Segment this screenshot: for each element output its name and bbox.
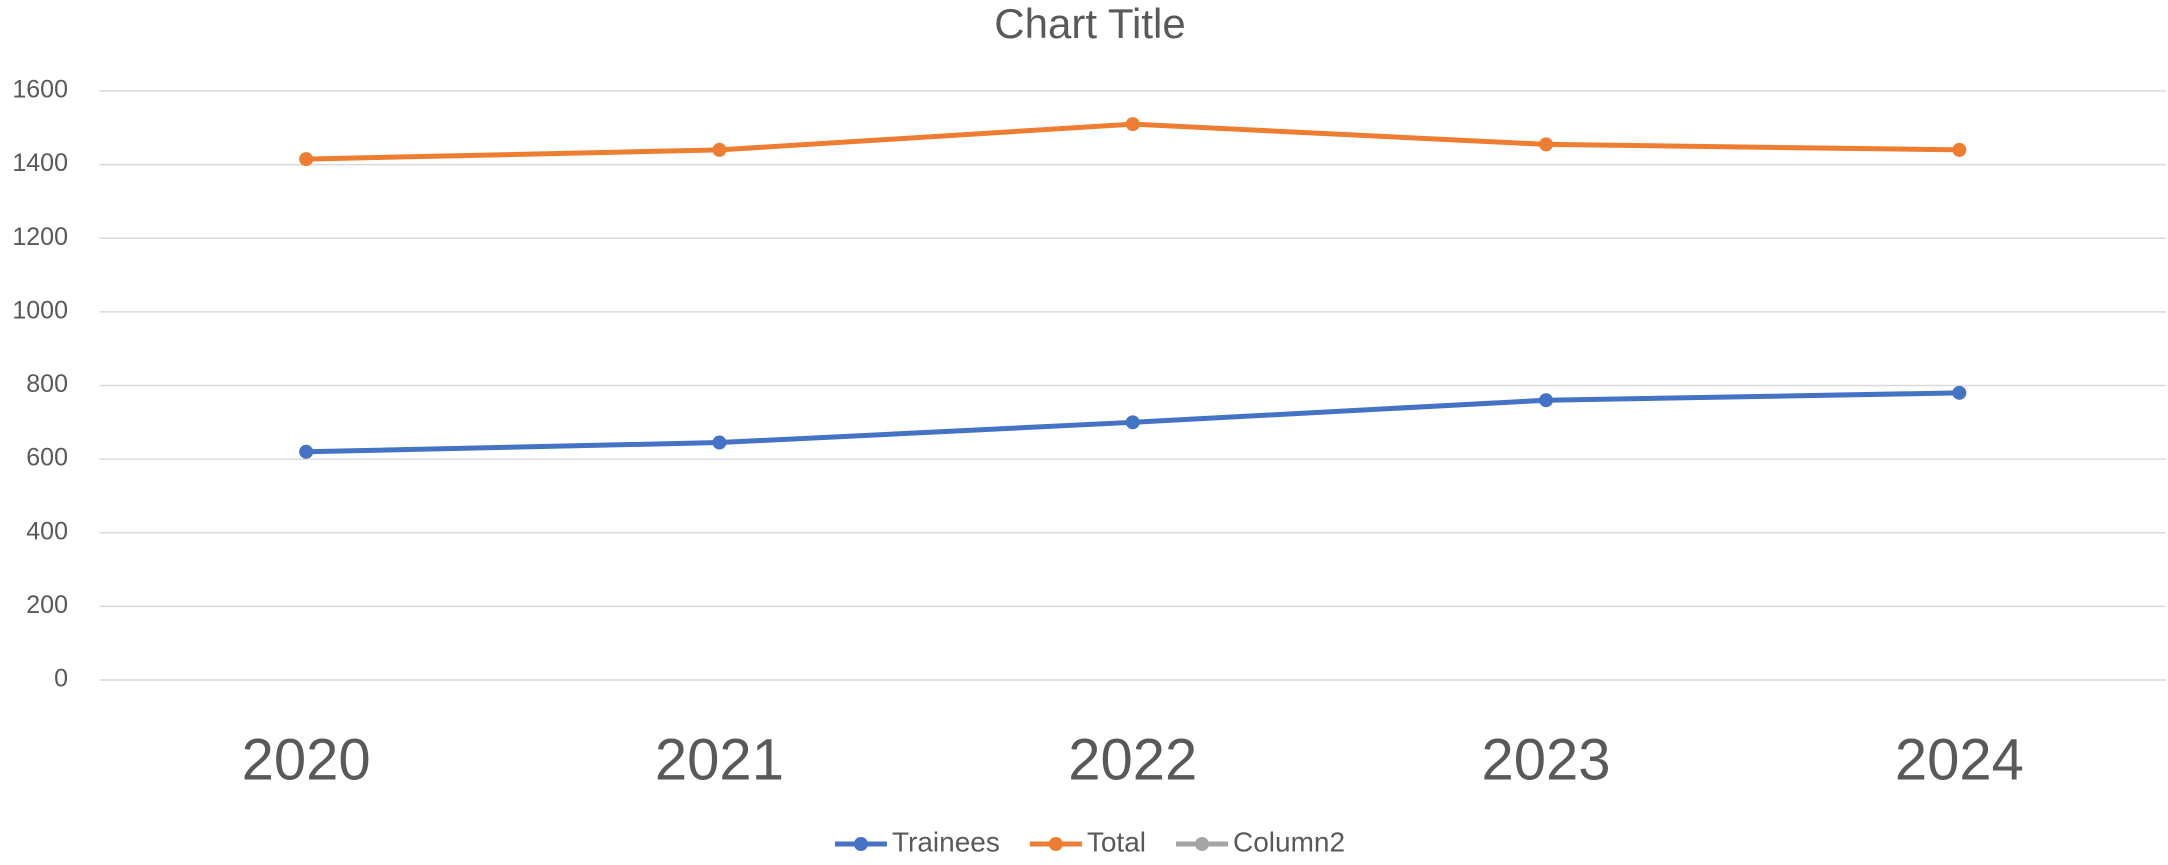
chart-title: Chart Title (994, 0, 1185, 47)
legend-marker (853, 837, 868, 851)
data-point (299, 444, 314, 459)
y-tick-label: 1400 (12, 149, 68, 177)
legend-label: Column2 (1233, 826, 1345, 857)
y-tick-label: 600 (26, 444, 68, 472)
data-point (1539, 393, 1554, 408)
x-tick-label: 2021 (655, 727, 784, 792)
x-tick-label: 2022 (1068, 727, 1197, 792)
y-tick-label: 1600 (12, 76, 68, 104)
y-tick-label: 1000 (12, 296, 68, 324)
data-point (1952, 142, 1967, 157)
legend-marker (1195, 837, 1209, 851)
data-point (1125, 117, 1140, 132)
legend-label: Total (1087, 826, 1146, 857)
y-tick-label: 800 (26, 370, 68, 398)
y-tick-label: 1200 (12, 223, 68, 251)
legend-marker (1048, 837, 1063, 851)
data-point (1125, 415, 1140, 430)
x-tick-label: 2023 (1482, 727, 1611, 792)
y-tick-label: 0 (54, 665, 68, 693)
legend: Trainees Total Column2 (834, 826, 1345, 857)
data-point (712, 142, 727, 157)
data-point (299, 152, 314, 167)
y-tick-label: 400 (26, 517, 68, 545)
x-tick-label: 2020 (242, 727, 371, 792)
data-point (1952, 385, 1967, 400)
legend-label: Trainees (892, 826, 1000, 857)
data-point (712, 435, 727, 450)
y-tick-label: 200 (26, 591, 68, 619)
x-tick-label: 2024 (1895, 727, 2024, 792)
data-point (1539, 137, 1554, 152)
